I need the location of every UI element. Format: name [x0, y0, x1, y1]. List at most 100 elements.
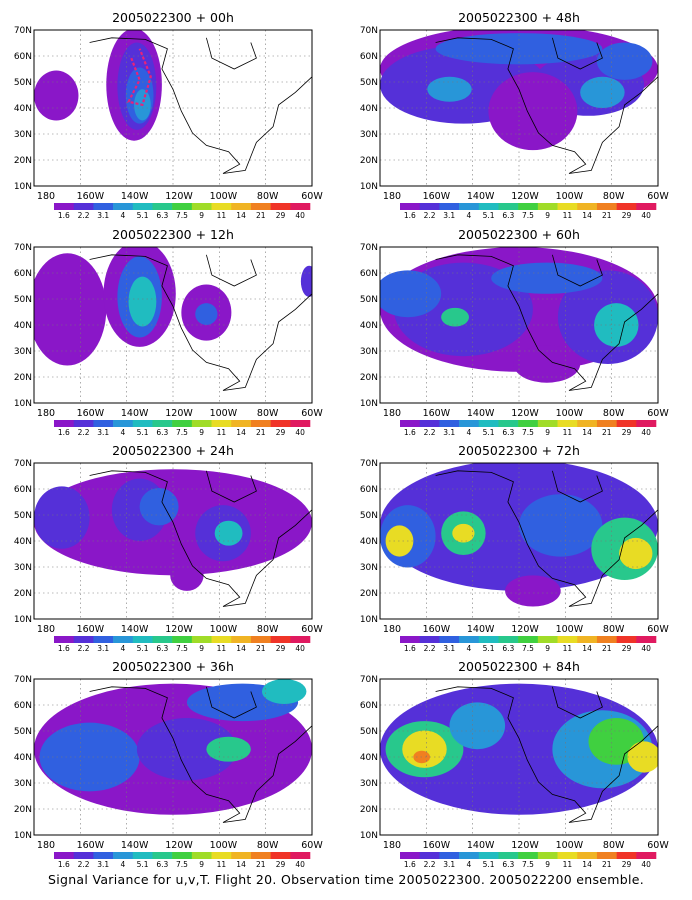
coastline — [89, 470, 312, 607]
lon-tick-label: 120W — [165, 191, 193, 202]
lat-tick-label: 30N — [360, 347, 378, 357]
colorbar-label: 7.5 — [176, 428, 188, 437]
panel-frame — [379, 29, 659, 187]
lon-tick-label: 80W — [603, 191, 625, 202]
colorbar-label: 11 — [217, 211, 227, 220]
colorbar-label: 11 — [217, 860, 227, 868]
colorbar-label: 2.2 — [424, 211, 436, 220]
colorbar-swatch — [616, 203, 637, 210]
variance-field — [380, 247, 658, 383]
panel-title: 2005022300 + 72h — [458, 443, 580, 458]
colorbar-swatch — [419, 852, 440, 859]
lat-tick-label: 40N — [360, 753, 378, 763]
colorbar-swatch — [419, 636, 440, 643]
map-panel: 2005022300 + 72h 70N 60N 50N 40N 30N 20N 10N 180… — [360, 443, 670, 653]
colorbar-swatch — [54, 420, 74, 427]
colorbar-label: 11 — [563, 644, 573, 653]
colorbar-label: 21 — [602, 644, 612, 653]
lon-tick-label: 160W — [77, 624, 105, 635]
lat-tick-label: 70N — [14, 26, 32, 36]
lon-tick-label: 80W — [603, 624, 625, 635]
colorbar-label: 21 — [602, 428, 612, 437]
colorbar-swatch — [577, 852, 598, 859]
colorbar-swatch — [518, 420, 539, 427]
panel-frame — [33, 462, 313, 620]
colorbar-label: 4 — [467, 860, 472, 868]
colorbar-swatch — [459, 203, 480, 210]
colorbar-label: 2.2 — [78, 860, 90, 868]
lat-tick-label: 60N — [14, 52, 32, 62]
variance-contour — [580, 76, 625, 108]
map-panel: 2005022300 + 24h 70N 60N 50N 40N 30N 20N 10N 180… — [14, 443, 324, 653]
colorbar-label: 11 — [563, 428, 573, 437]
lat-tick-label: 70N — [14, 243, 32, 253]
colorbar-label: 9 — [545, 428, 550, 437]
colorbar-swatch — [290, 636, 311, 643]
colorbar-swatch — [191, 636, 212, 643]
colorbar-label: 7.5 — [176, 860, 188, 868]
variance-contour — [452, 523, 475, 543]
hudson-bay-coast — [206, 686, 257, 719]
panel-title: 2005022300 + 60h — [458, 227, 580, 242]
colorbar-swatch — [537, 203, 558, 210]
colorbar-label: 2.2 — [424, 428, 436, 437]
colorbar-swatch — [250, 420, 271, 427]
lon-tick-label: 100W — [556, 191, 584, 202]
panel-frame — [379, 462, 659, 620]
colorbar-label: 4 — [121, 860, 126, 868]
lon-tick-label: 60W — [647, 624, 669, 635]
colorbar-label: 5.1 — [137, 211, 149, 220]
colorbar-label: 14 — [236, 211, 246, 220]
map-panel: 2005022300 + 84h 70N 60N 50N 40N 30N 20N 10N 180… — [360, 659, 670, 869]
colorbar-swatch — [73, 420, 94, 427]
colorbar-swatch — [73, 636, 94, 643]
lat-tick-label: 30N — [360, 130, 378, 140]
colorbar-swatch — [211, 203, 232, 210]
lon-tick-label: 140W — [467, 624, 495, 635]
lon-tick-label: 120W — [165, 408, 193, 419]
colorbar-swatch — [54, 852, 74, 859]
lon-tick-label: 60W — [647, 191, 669, 202]
lon-tick-label: 100W — [210, 840, 238, 851]
colorbar-swatch — [557, 852, 578, 859]
lat-tick-label: 60N — [14, 269, 32, 279]
colorbar-swatch — [54, 636, 74, 643]
colorbar-swatch — [478, 852, 499, 859]
colorbar-label: 4 — [467, 428, 472, 437]
colorbar-label: 21 — [256, 428, 266, 437]
lon-tick-label: 100W — [556, 408, 584, 419]
colorbar-label: 11 — [217, 644, 227, 653]
colorbar-swatch — [439, 852, 460, 859]
colorbar-swatch — [636, 420, 657, 427]
variance-contour — [34, 486, 90, 549]
variance-contour — [513, 345, 581, 383]
lat-tick-label: 40N — [360, 537, 378, 547]
colorbar-swatch — [211, 636, 232, 643]
map-panel: 2005022300 + 00h 70N 60N 50N 40N 30N 20N 10N 180… — [14, 10, 324, 220]
lon-tick-label: 160W — [423, 840, 451, 851]
colorbar-label: 14 — [236, 428, 246, 437]
lat-tick-label: 60N — [14, 485, 32, 495]
colorbar-label: 9 — [199, 211, 204, 220]
hudson-bay-coast — [552, 470, 603, 503]
panel-frame — [33, 678, 313, 836]
variance-contour — [491, 262, 603, 294]
colorbar-swatch — [113, 203, 134, 210]
flight-track — [126, 48, 152, 107]
lon-tick-label: 140W — [467, 191, 495, 202]
colorbar-label: 21 — [602, 860, 612, 868]
variance-contour — [214, 520, 243, 546]
colorbar-swatch — [577, 203, 598, 210]
lat-tick-label: 60N — [360, 485, 378, 495]
colorbar-label: 14 — [582, 211, 592, 220]
colorbar-swatch — [596, 203, 617, 210]
lon-tick-label: 120W — [511, 624, 539, 635]
colorbar-label: 40 — [295, 860, 305, 868]
lat-tick-label: 40N — [14, 104, 32, 114]
lon-tick-label: 180 — [37, 408, 55, 419]
variance-contour — [519, 494, 603, 557]
lon-tick-label: 120W — [165, 624, 193, 635]
variance-contour — [139, 487, 179, 526]
colorbar-swatch — [537, 420, 558, 427]
colorbar-label: 6.3 — [156, 644, 168, 653]
